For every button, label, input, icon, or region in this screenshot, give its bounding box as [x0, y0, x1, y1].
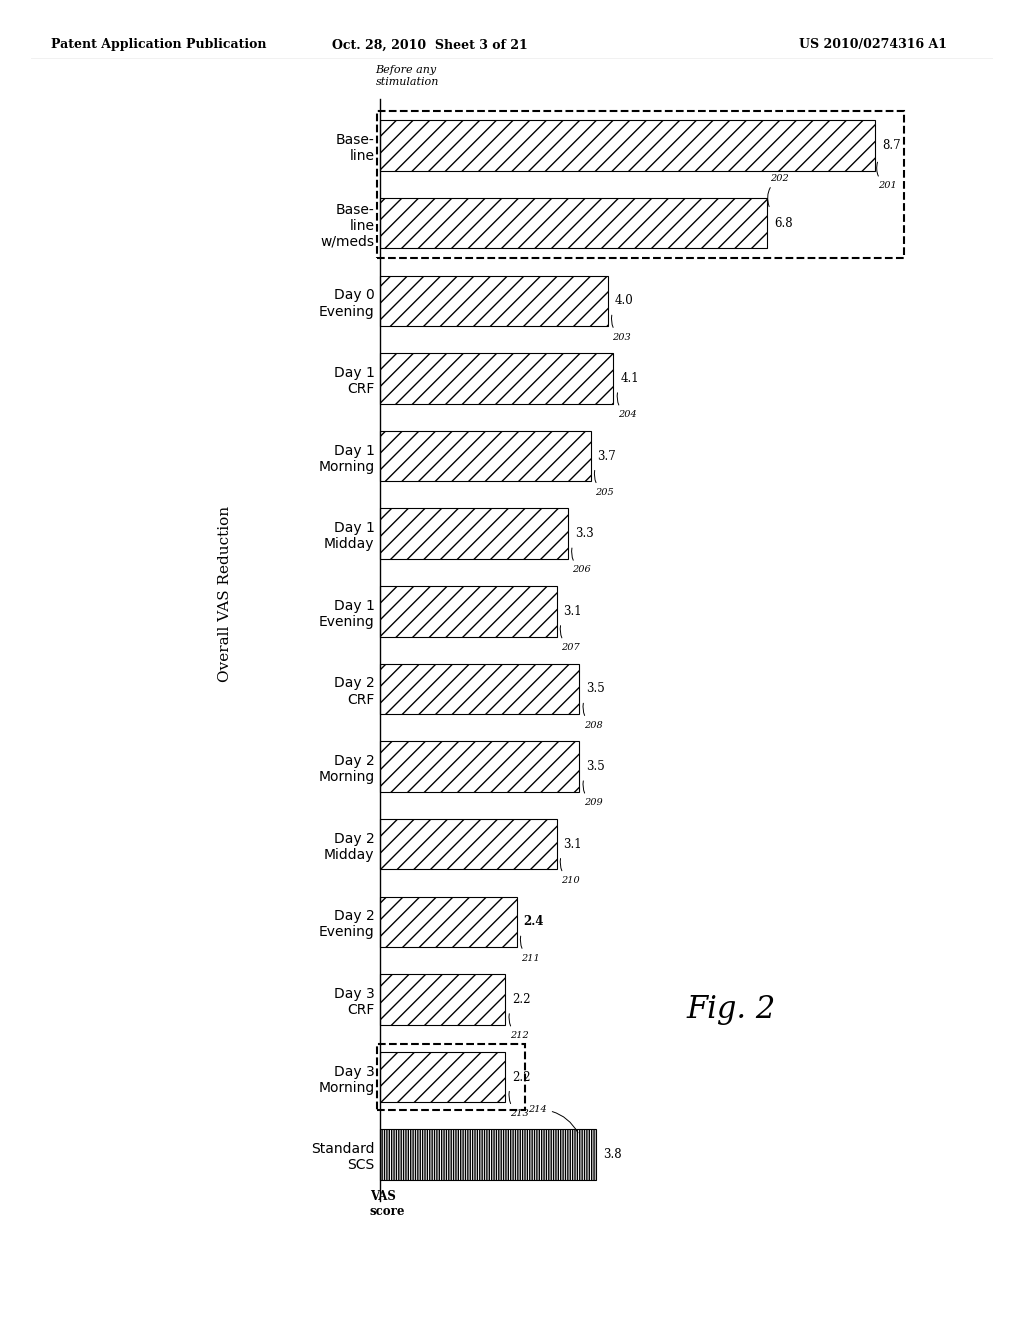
Bar: [380, 818, 557, 870]
Text: 3.8: 3.8: [603, 1148, 622, 1162]
Bar: [380, 896, 517, 946]
Text: 2.2: 2.2: [512, 1071, 530, 1084]
Text: 3.7: 3.7: [598, 450, 616, 462]
Bar: [380, 664, 580, 714]
Text: 214: 214: [528, 1105, 578, 1133]
Text: 205: 205: [594, 470, 614, 496]
Text: 202: 202: [768, 173, 788, 207]
Text: 3.5: 3.5: [586, 760, 605, 774]
Bar: [380, 974, 505, 1024]
Bar: [380, 198, 767, 248]
Text: 6.8: 6.8: [774, 216, 793, 230]
Text: 206: 206: [571, 548, 591, 574]
Text: 8.7: 8.7: [883, 139, 901, 152]
Bar: [380, 586, 557, 636]
Bar: [377, 111, 904, 257]
Text: Overall VAS Reduction: Overall VAS Reduction: [218, 506, 232, 682]
Text: 2.4: 2.4: [523, 915, 544, 928]
Text: 4.0: 4.0: [614, 294, 634, 308]
Text: 201: 201: [877, 162, 897, 190]
Text: VAS
score: VAS score: [370, 1189, 406, 1217]
Text: 208: 208: [583, 704, 603, 730]
Text: Fig. 2: Fig. 2: [686, 994, 775, 1026]
Text: 3.1: 3.1: [563, 838, 582, 850]
Bar: [380, 1052, 505, 1102]
Text: 207: 207: [560, 626, 580, 652]
Text: 211: 211: [520, 936, 540, 962]
Text: 204: 204: [617, 393, 637, 420]
Text: 203: 203: [611, 315, 631, 342]
Bar: [380, 1130, 596, 1180]
Text: US 2010/0274316 A1: US 2010/0274316 A1: [799, 38, 947, 51]
Text: Oct. 28, 2010  Sheet 3 of 21: Oct. 28, 2010 Sheet 3 of 21: [332, 38, 528, 51]
Text: 210: 210: [560, 858, 580, 884]
Bar: [380, 742, 580, 792]
Bar: [380, 354, 613, 404]
Bar: [380, 430, 591, 482]
Text: 3.3: 3.3: [574, 527, 594, 540]
Bar: [380, 276, 608, 326]
Text: 3.1: 3.1: [563, 605, 582, 618]
Text: 213: 213: [509, 1092, 528, 1118]
Bar: [377, 1044, 525, 1110]
Text: Patent Application Publication: Patent Application Publication: [51, 38, 266, 51]
Bar: [380, 508, 568, 558]
Text: Before any
stimulation: Before any stimulation: [376, 65, 439, 87]
Text: 209: 209: [583, 781, 603, 808]
Text: 4.1: 4.1: [621, 372, 639, 385]
Text: 2.2: 2.2: [512, 993, 530, 1006]
Bar: [380, 120, 876, 170]
Text: 3.5: 3.5: [586, 682, 605, 696]
Text: 212: 212: [509, 1014, 528, 1040]
